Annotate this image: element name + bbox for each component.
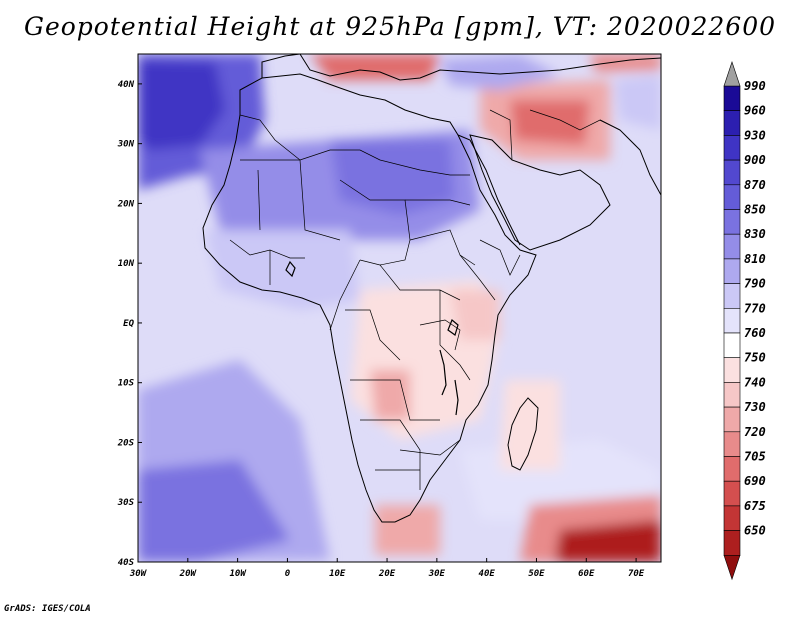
field-caspian (590, 54, 661, 72)
colorbar-level-label: 830 (744, 227, 766, 241)
colorbar-swatch (723, 184, 741, 210)
colorbar-swatch (723, 159, 741, 186)
colorbar-swatch (723, 135, 741, 161)
x-tick-label: 70E (628, 569, 645, 579)
colorbar-level-label: 730 (744, 400, 766, 414)
x-tick-label: 50E (528, 569, 545, 579)
colorbar-swatch (723, 307, 741, 334)
colorbar-swatch (723, 283, 741, 309)
colorbar-level-label: 870 (744, 178, 766, 192)
field-southern-africa (375, 505, 440, 555)
x-tick-label: 10W (229, 569, 247, 579)
red-sea-coast (457, 134, 521, 246)
x-tick-label: 60E (578, 569, 595, 579)
africa-coastline (202, 73, 537, 523)
colorbar-swatch (723, 530, 741, 556)
x-tick-label: 10E (329, 569, 346, 579)
borders (229, 109, 621, 490)
field-turkey-blue (440, 55, 560, 90)
chart-title: Geopotential Height at 925hPa [gpm], VT:… (23, 12, 777, 41)
x-tick-label: 30E (428, 569, 446, 579)
colorbar-swatch (723, 382, 741, 408)
y-tick-label: 30N (117, 140, 135, 150)
arabia-coastline (469, 134, 611, 251)
x-axis-ticks: 30W 20W 10W 0 10E 20E 30E 40E 50E 60E 70E (129, 558, 645, 579)
colorbar-level-label: 650 (744, 524, 766, 538)
x-tick-label: 0 (285, 569, 291, 579)
colorbar-level-label: 750 (744, 351, 766, 365)
colorbar-swatch (723, 258, 741, 284)
x-tick-label: 20E (378, 569, 396, 579)
colorbar-swatch (723, 505, 741, 531)
colorbar-level-label: 790 (744, 277, 766, 291)
colorbar-level-label: 690 (744, 474, 766, 488)
colorbar-level-label: 930 (744, 128, 766, 142)
colorbar-level-label: 990 (744, 79, 766, 93)
colorbar-swatch (723, 233, 741, 260)
colorbar-level-label: 900 (744, 153, 766, 167)
europe-coastline (299, 54, 661, 81)
field-madagascar (500, 380, 560, 470)
map-frame (137, 53, 662, 563)
colorbar-swatch (723, 209, 741, 235)
y-tick-label: EQ (123, 319, 134, 329)
field-atlantic-core (138, 60, 225, 150)
colorbar-level-label: 740 (744, 375, 766, 389)
x-tick-label: 30W (129, 569, 148, 579)
x-tick-label: 40E (479, 569, 496, 579)
field-middle-east-core (510, 100, 590, 145)
colorbar-swatch (723, 332, 741, 359)
iberia-coastline (261, 54, 301, 78)
field-southern-ocean-core (555, 520, 661, 562)
colorbar-level-label: 810 (744, 252, 766, 266)
y-tick-label: 40S (118, 558, 135, 568)
field-central-africa-core (370, 370, 410, 420)
colorbar-level-label: 850 (744, 203, 766, 217)
madagascar-coastline (507, 397, 539, 471)
y-axis-ticks: 40N 30N 20N 10N EQ 10S 20S 30S 40S (117, 80, 142, 568)
y-tick-label: 20S (117, 438, 135, 448)
colorbar-over-arrow (723, 61, 741, 87)
colorbar-swatch (723, 110, 741, 136)
field-india (615, 75, 661, 130)
lakes (285, 260, 459, 416)
colorbar-swatch (723, 357, 741, 383)
coastlines (202, 54, 661, 523)
colorbar-swatch (723, 456, 741, 482)
footer-credit: GrADS: IGES/COLA (4, 604, 91, 614)
y-tick-label: 10S (118, 379, 135, 389)
colorbar-level-label: 960 (744, 104, 766, 118)
field-south-atlantic-core (138, 460, 290, 562)
y-tick-label: 30S (117, 498, 135, 508)
y-tick-label: 20N (117, 199, 135, 209)
colorbar-swatch (723, 406, 741, 433)
colorbar-level-label: 705 (744, 450, 766, 464)
colorbar-level-label: 770 (744, 301, 766, 315)
field-east-africa (450, 290, 500, 340)
field-sahara-core (330, 140, 455, 215)
colorbar-level-label: 675 (744, 499, 766, 513)
colorbar-level-label: 760 (744, 326, 766, 340)
colorbar-under-arrow (723, 554, 741, 581)
colorbar-level-label: 720 (744, 425, 766, 439)
height-field (138, 54, 661, 562)
colorbar-swatch (723, 431, 741, 457)
colorbar: 990 960 930 900 870 850 830 810 790 770 760 750 740 7… (723, 61, 766, 581)
y-tick-label: 40N (118, 80, 135, 90)
x-tick-label: 20W (179, 569, 198, 579)
colorbar-swatch (723, 85, 741, 112)
y-tick-label: 10N (118, 259, 135, 269)
colorbar-swatch (723, 480, 741, 507)
